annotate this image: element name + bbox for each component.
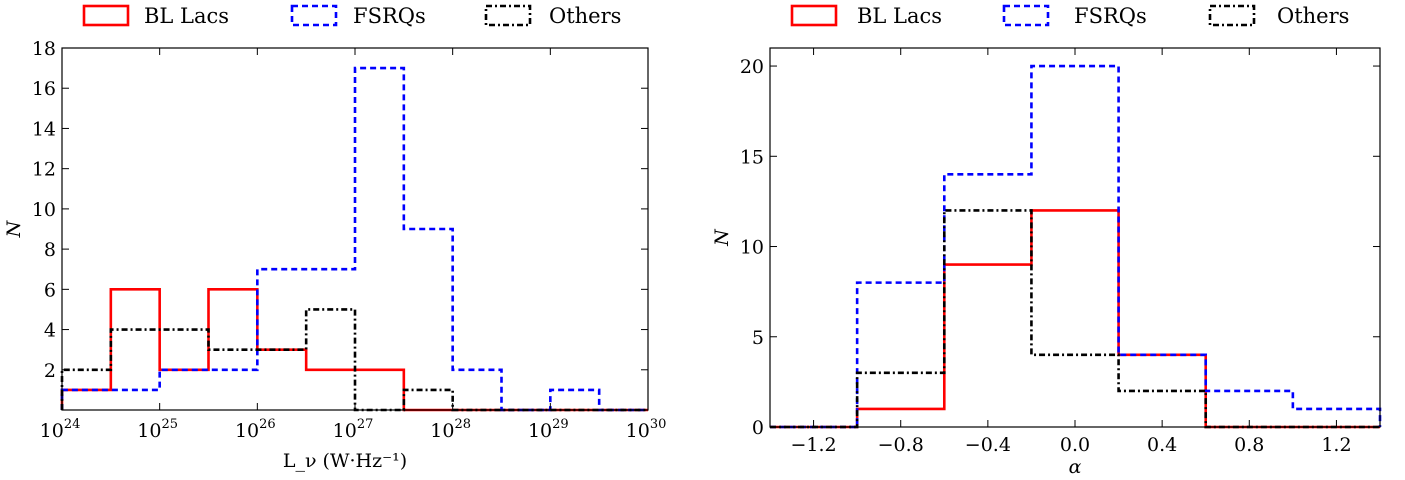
- y-tick-label: 0: [752, 417, 764, 439]
- y-tick-label: 14: [32, 118, 56, 140]
- y-tick-label: 2: [44, 360, 56, 382]
- legend-swatch: [790, 4, 838, 27]
- y-tick-label: 10: [740, 237, 764, 259]
- tick-base: 10: [430, 420, 454, 442]
- legend-label: BL Lacs: [857, 4, 942, 28]
- y-tick-label: 8: [44, 239, 56, 261]
- y-tick-label: 15: [740, 146, 764, 168]
- legend-swatch: [82, 4, 130, 27]
- tick-base: 10: [528, 420, 552, 442]
- x-tick-label: −1.2: [791, 434, 837, 456]
- x-tick-label: 1030: [626, 417, 667, 442]
- x-axis-label: L_ν (W·Hz⁻¹): [283, 450, 407, 472]
- x-tick-label: 0.4: [1147, 434, 1177, 456]
- x-tick-label: 1027: [333, 417, 374, 442]
- luminosity-histogram-panel: 1024 1025 1026 1027 1028 1029 1030246810121416…: [3, 4, 666, 472]
- legend-label: FSRQs: [353, 4, 426, 28]
- tick-base: 10: [137, 420, 161, 442]
- tick-exponent: 27: [357, 417, 374, 432]
- x-tick-label: 1028: [430, 417, 471, 442]
- histogram-series-fsrqs: [60, 66, 648, 412]
- legend-swatch: [1208, 4, 1256, 27]
- tick-base: 10: [235, 420, 259, 442]
- legend-label: Others: [1277, 4, 1349, 28]
- tick-exponent: 24: [64, 417, 81, 432]
- spectral-index-histogram-panel: −1.2 −0.8 −0.4 0.0 0.4 0.8 1.2 0 5 10 15 20 α N BL Lac…: [711, 4, 1382, 478]
- x-tick-label: −0.4: [965, 434, 1011, 456]
- legend-swatch: [484, 4, 532, 27]
- y-tick-label: 10: [32, 199, 56, 221]
- legend-swatch: [290, 4, 338, 27]
- x-tick-label: −0.8: [878, 434, 924, 456]
- x-tick-label: 1025: [137, 417, 178, 442]
- histogram-series-bl-lacs: [60, 288, 648, 412]
- x-tick-label: 0.8: [1234, 434, 1264, 456]
- x-tick-label: 1024: [40, 417, 81, 442]
- histogram-series-others: [60, 308, 648, 412]
- tick-exponent: 25: [161, 417, 178, 432]
- plot-frame: [769, 47, 1381, 428]
- plot-frame: [61, 47, 649, 411]
- y-tick-label: 16: [32, 78, 56, 100]
- histogram-series-fsrqs: [770, 64, 1382, 429]
- tick-exponent: 28: [454, 417, 471, 432]
- tick-base: 10: [626, 420, 650, 442]
- legend-label: Others: [549, 4, 621, 28]
- x-tick-label: 1026: [235, 417, 276, 442]
- x-axis-label: α: [1069, 456, 1082, 478]
- tick-base: 10: [333, 420, 357, 442]
- histogram-series-bl-lacs: [770, 209, 1380, 429]
- tick-exponent: 30: [650, 417, 667, 432]
- x-tick-label: 1029: [528, 417, 569, 442]
- y-axis-label: N: [3, 219, 25, 238]
- legend-swatch: [1002, 4, 1050, 27]
- tick-exponent: 29: [552, 417, 569, 432]
- tick-base: 10: [40, 420, 64, 442]
- legend-label: FSRQs: [1074, 4, 1147, 28]
- y-tick-label: 18: [32, 38, 56, 60]
- x-tick-label: 0.0: [1060, 434, 1090, 456]
- y-tick-label: 12: [32, 159, 56, 181]
- y-tick-label: 6: [44, 279, 56, 301]
- y-tick-label: 5: [752, 327, 764, 349]
- y-axis-label: N: [711, 228, 733, 247]
- y-tick-label: 20: [740, 56, 764, 78]
- tick-exponent: 26: [259, 417, 276, 432]
- y-tick-label: 4: [44, 320, 56, 342]
- x-tick-label: 1.2: [1321, 434, 1351, 456]
- histogram-series-others: [770, 209, 1380, 429]
- legend-label: BL Lacs: [144, 4, 229, 28]
